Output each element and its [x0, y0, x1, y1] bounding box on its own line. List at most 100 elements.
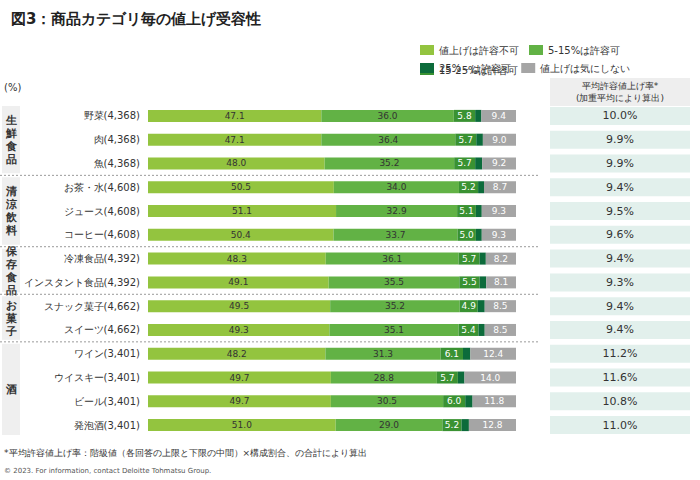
svg-text:5.7: 5.7 [440, 373, 454, 383]
svg-text:清: 清 [5, 185, 17, 198]
svg-text:9.5%: 9.5% [606, 205, 634, 218]
svg-text:スナック菓子(4,662): スナック菓子(4,662) [44, 301, 141, 312]
svg-text:ビール(3,401): ビール(3,401) [74, 396, 141, 407]
svg-text:5.0: 5.0 [460, 230, 475, 240]
svg-text:9.9%: 9.9% [606, 157, 634, 170]
svg-text:49.5: 49.5 [229, 301, 249, 311]
svg-text:© 2023. For information, conta: © 2023. For information, contact Deloitt… [4, 467, 211, 475]
svg-text:35.2: 35.2 [379, 158, 399, 168]
svg-text:5.5: 5.5 [462, 277, 476, 287]
svg-text:8.2: 8.2 [494, 254, 508, 264]
svg-text:12.8: 12.8 [482, 420, 502, 430]
svg-text:6.0: 6.0 [447, 396, 462, 406]
svg-text:9.6%: 9.6% [606, 228, 634, 241]
svg-text:50.5: 50.5 [231, 182, 251, 192]
svg-text:9.9%: 9.9% [606, 133, 634, 146]
svg-text:49.7: 49.7 [229, 373, 249, 383]
svg-text:インスタント食品(4,392): インスタント食品(4,392) [24, 277, 141, 288]
svg-text:48.2: 48.2 [227, 349, 247, 359]
svg-text:食: 食 [5, 140, 17, 153]
svg-text:51.1: 51.1 [232, 206, 252, 216]
svg-text:酒: 酒 [5, 383, 17, 396]
svg-text:品: 品 [6, 284, 17, 297]
svg-text:6.1: 6.1 [445, 349, 459, 359]
svg-text:*平均許容値上げ率：階級値（各回答の上限と下限の中間）×構成: *平均許容値上げ率：階級値（各回答の上限と下限の中間）×構成割合、の合計により算… [4, 448, 367, 458]
svg-text:5-15%は許容可: 5-15%は許容可 [548, 45, 620, 56]
svg-text:菓: 菓 [5, 312, 17, 325]
svg-text:25%～は許容可: 25%～は許容可 [439, 63, 511, 74]
svg-text:平均許容値上げ率*: 平均許容値上げ率* [582, 81, 659, 91]
svg-text:33.7: 33.7 [385, 230, 405, 240]
svg-text:5.7: 5.7 [459, 135, 473, 145]
svg-text:9.3%: 9.3% [606, 276, 634, 289]
svg-text:11.0%: 11.0% [603, 419, 638, 432]
svg-text:12.4: 12.4 [483, 349, 503, 359]
svg-text:32.9: 32.9 [387, 206, 407, 216]
svg-text:9.3: 9.3 [492, 206, 506, 216]
svg-text:10.0%: 10.0% [603, 109, 638, 122]
svg-text:47.1: 47.1 [225, 111, 245, 121]
svg-text:9.4%: 9.4% [606, 323, 634, 336]
svg-text:8.5: 8.5 [493, 301, 507, 311]
svg-text:スイーツ(4,662): スイーツ(4,662) [64, 324, 141, 335]
svg-text:30.5: 30.5 [377, 396, 397, 406]
svg-text:食: 食 [5, 271, 17, 284]
svg-text:保: 保 [5, 245, 18, 258]
svg-text:35.2: 35.2 [385, 301, 405, 311]
svg-text:11.2%: 11.2% [603, 347, 638, 360]
svg-text:5.1: 5.1 [459, 206, 473, 216]
svg-text:品: 品 [6, 153, 17, 166]
svg-text:子: 子 [5, 325, 17, 338]
svg-text:28.8: 28.8 [374, 373, 394, 383]
svg-text:(加重平均により算出): (加重平均により算出) [576, 93, 664, 103]
svg-text:51.0: 51.0 [232, 420, 252, 430]
svg-text:34.0: 34.0 [386, 182, 406, 192]
svg-text:9.2: 9.2 [492, 158, 506, 168]
svg-text:発泡酒(3,401): 発泡酒(3,401) [74, 420, 141, 431]
svg-text:9.4%: 9.4% [606, 252, 634, 265]
svg-text:ウイスキー(3,401): ウイスキー(3,401) [54, 372, 141, 383]
svg-text:鮮: 鮮 [5, 127, 17, 140]
svg-text:5.7: 5.7 [462, 254, 476, 264]
svg-text:お茶・水(4,608): お茶・水(4,608) [64, 182, 141, 193]
svg-text:14.0: 14.0 [480, 373, 500, 383]
svg-text:魚(4,368): 魚(4,368) [94, 158, 141, 169]
svg-text:肉(4,368): 肉(4,368) [94, 134, 141, 145]
svg-text:コーヒー(4,608): コーヒー(4,608) [64, 229, 141, 240]
svg-text:値上げは気にしない: 値上げは気にしない [540, 63, 630, 74]
svg-text:48.3: 48.3 [227, 254, 247, 264]
svg-text:11.6%: 11.6% [603, 371, 638, 384]
svg-text:(%): (%) [4, 82, 21, 93]
svg-text:8.7: 8.7 [493, 182, 507, 192]
svg-text:ジュース(4,608): ジュース(4,608) [64, 206, 141, 217]
svg-text:9.4%: 9.4% [606, 300, 634, 313]
svg-text:9.3: 9.3 [492, 230, 506, 240]
svg-text:48.0: 48.0 [226, 158, 246, 168]
svg-text:9.4: 9.4 [492, 111, 507, 121]
svg-text:47.1: 47.1 [225, 135, 245, 145]
svg-text:8.5: 8.5 [493, 325, 507, 335]
svg-text:36.4: 36.4 [378, 135, 398, 145]
svg-text:4.9: 4.9 [462, 301, 477, 311]
svg-text:涼: 涼 [5, 198, 17, 211]
svg-text:5.8: 5.8 [457, 111, 472, 121]
svg-text:9.4%: 9.4% [606, 181, 634, 194]
svg-text:31.3: 31.3 [373, 349, 393, 359]
svg-text:5.2: 5.2 [461, 182, 475, 192]
svg-text:5.4: 5.4 [461, 325, 476, 335]
svg-text:29.0: 29.0 [379, 420, 399, 430]
svg-text:野菜(4,368): 野菜(4,368) [84, 110, 141, 121]
svg-text:36.1: 36.1 [382, 254, 402, 264]
svg-text:冷凍食品(4,392): 冷凍食品(4,392) [64, 253, 141, 264]
svg-text:5.7: 5.7 [457, 158, 471, 168]
svg-text:10.8%: 10.8% [603, 395, 638, 408]
svg-text:飲: 飲 [5, 211, 18, 224]
svg-text:存: 存 [5, 258, 17, 271]
svg-text:図3：商品カテゴリ毎の値上げ受容性: 図3：商品カテゴリ毎の値上げ受容性 [11, 10, 261, 28]
svg-text:生: 生 [5, 114, 17, 127]
svg-text:料: 料 [5, 224, 17, 237]
svg-text:ワイン(3,401): ワイン(3,401) [74, 348, 141, 359]
svg-text:9.0: 9.0 [492, 135, 507, 145]
svg-text:49.1: 49.1 [228, 277, 248, 287]
svg-text:お: お [6, 299, 17, 312]
